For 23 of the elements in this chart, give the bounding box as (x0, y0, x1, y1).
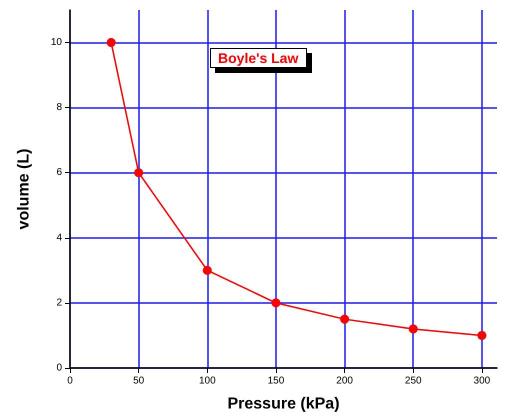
point (202, 266, 212, 275)
point (340, 314, 350, 324)
y-tick-label: 10 (50, 37, 62, 48)
point (271, 298, 280, 308)
point (408, 324, 418, 334)
text: Boyle's Law (218, 50, 298, 66)
x-tick-label: 200 (336, 376, 354, 386)
x-tick-label: 300 (474, 376, 491, 386)
y-tick-label: 6 (56, 167, 62, 178)
y-tick-label: 2 (56, 297, 62, 308)
y-axis-title: volume (L) (16, 148, 32, 230)
point (106, 38, 116, 48)
x-tick-label: 0 (67, 376, 74, 386)
x-tick-label: 250 (404, 376, 422, 386)
point (477, 330, 486, 340)
y-tick-label: 0 (56, 362, 62, 374)
x-axis-title: Pressure (kPa) (227, 396, 340, 412)
x-tick-label: 100 (198, 376, 216, 386)
y-tick-label: 8 (56, 102, 62, 114)
point (134, 168, 144, 178)
x-tick-label: 50 (133, 376, 145, 386)
x-tick-label: 150 (268, 376, 285, 386)
y-tick-label: 4 (56, 232, 62, 244)
